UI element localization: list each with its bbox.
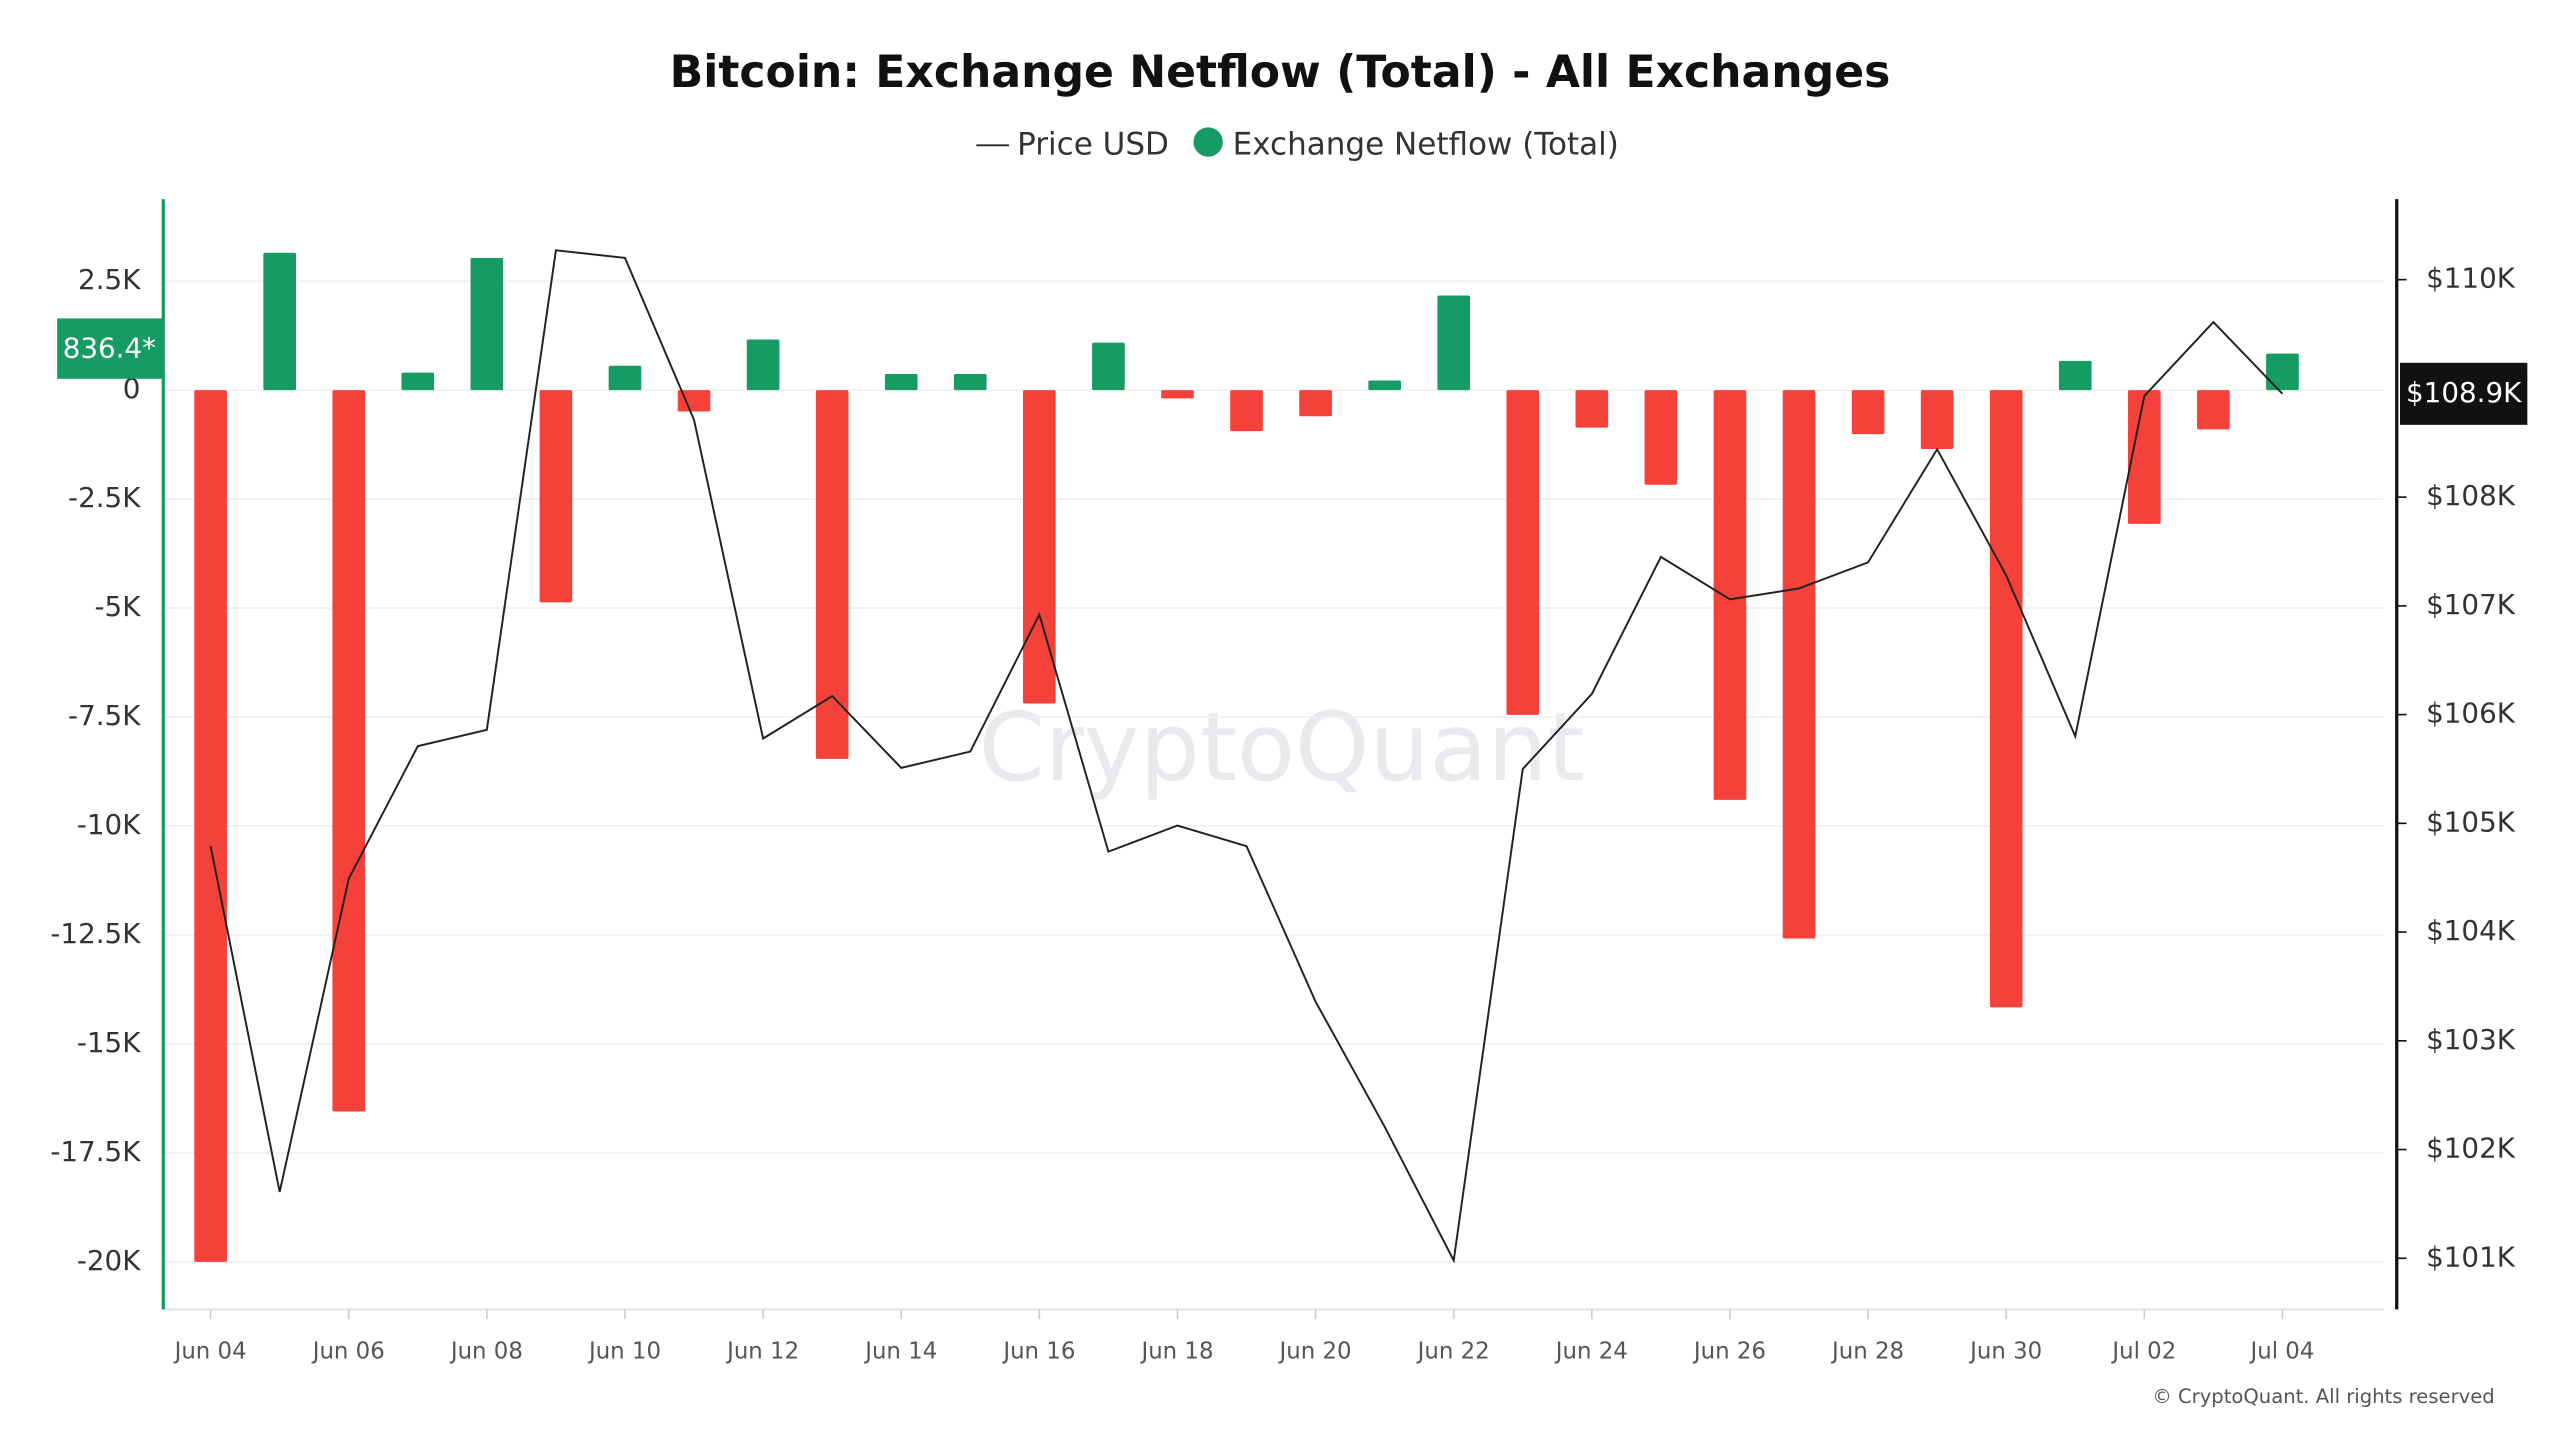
y-tick-label: -17.5K (50, 1135, 141, 1168)
x-tick-label: Jun 20 (1278, 1338, 1352, 1364)
legend-label: Price USD (1017, 126, 1169, 162)
x-tick-label: Jun 30 (1968, 1338, 2042, 1364)
bar (539, 390, 573, 603)
bar (1575, 390, 1609, 428)
x-tick-label: Jun 10 (587, 1338, 661, 1364)
bar (953, 373, 987, 391)
bar (1023, 390, 1056, 704)
y-tick-label: -20K (77, 1244, 141, 1277)
y2-tick-label: $103K (2426, 1023, 2516, 1056)
bar (1506, 390, 1540, 715)
y2-tick-label: $107K (2426, 588, 2516, 621)
x-tick-label: Jun 22 (1416, 1338, 1490, 1364)
x-tick-label: Jul 04 (2248, 1338, 2314, 1364)
x-tick-label: Jun 04 (173, 1338, 247, 1364)
y-tick-label: -2.5K (68, 481, 141, 514)
bar (1920, 390, 1954, 449)
bar (2128, 390, 2161, 524)
bar (746, 339, 780, 391)
x-tick-label: Jun 24 (1554, 1338, 1628, 1364)
y-tick-label: -15K (77, 1026, 141, 1059)
bar (1713, 390, 1747, 800)
y-tick-label: -10K (77, 808, 141, 841)
x-tick-label: Jun 14 (863, 1338, 937, 1364)
legend-label: Exchange Netflow (Total) (1233, 126, 1619, 162)
y-tick-label: -12.5K (50, 917, 141, 950)
y2-tick-label: $106K (2426, 697, 2516, 730)
x-tick-label: Jul 02 (2110, 1338, 2176, 1364)
bar (263, 252, 296, 391)
last-value-label: $108.9K (2406, 376, 2522, 409)
bar (1092, 342, 1125, 391)
last-value-box (57, 318, 164, 379)
last-value-label: 836.4* (63, 331, 156, 364)
y2-tick-label: $102K (2426, 1132, 2516, 1165)
x-tick-label: Jun 08 (449, 1338, 523, 1364)
y-tick-label: -7.5K (68, 699, 141, 732)
bar (2197, 390, 2230, 430)
bar (1161, 390, 1194, 399)
bar (815, 390, 849, 759)
bar (1644, 390, 1678, 485)
x-tick-label: Jun 28 (1830, 1338, 1904, 1364)
bar (1989, 390, 2023, 1008)
watermark: CryptoQuant (979, 693, 1585, 803)
y2-tick-label: $101K (2426, 1240, 2516, 1273)
bar (1782, 390, 1816, 939)
bar (2058, 360, 2092, 391)
y-tick-label: 2.5K (78, 263, 141, 296)
bar (1299, 390, 1332, 417)
x-tick-label: Jun 18 (1139, 1338, 1213, 1364)
legend-dot (1193, 127, 1223, 157)
y2-tick-label: $105K (2426, 805, 2516, 838)
y2-tick-label: $108K (2426, 479, 2516, 512)
footer: © CryptoQuant. All rights reserved (2152, 1385, 2494, 1408)
y-tick-label: -5K (95, 590, 142, 623)
bar (401, 372, 435, 391)
bar (1437, 295, 1471, 391)
last-value-box (2400, 362, 2528, 425)
chart-title: Bitcoin: Exchange Netflow (Total) - All … (670, 47, 1891, 98)
bar (1230, 390, 1263, 432)
price-line (209, 249, 2284, 1264)
bar (194, 390, 227, 1262)
bar (1368, 380, 1401, 391)
x-tick-label: Jun 06 (311, 1338, 385, 1364)
bar (470, 258, 504, 391)
bar (1851, 390, 1885, 435)
y2-tick-label: $110K (2426, 262, 2516, 295)
bar (332, 390, 366, 1112)
bar (884, 373, 918, 391)
bar (677, 390, 711, 412)
bar (608, 365, 642, 391)
y2-tick-label: $104K (2426, 914, 2516, 947)
x-tick-label: Jun 26 (1692, 1338, 1766, 1364)
x-tick-label: Jun 16 (1001, 1338, 1075, 1364)
y-tick-label: 0 (123, 372, 141, 405)
x-tick-label: Jun 12 (725, 1338, 799, 1364)
bar (2266, 353, 2299, 391)
